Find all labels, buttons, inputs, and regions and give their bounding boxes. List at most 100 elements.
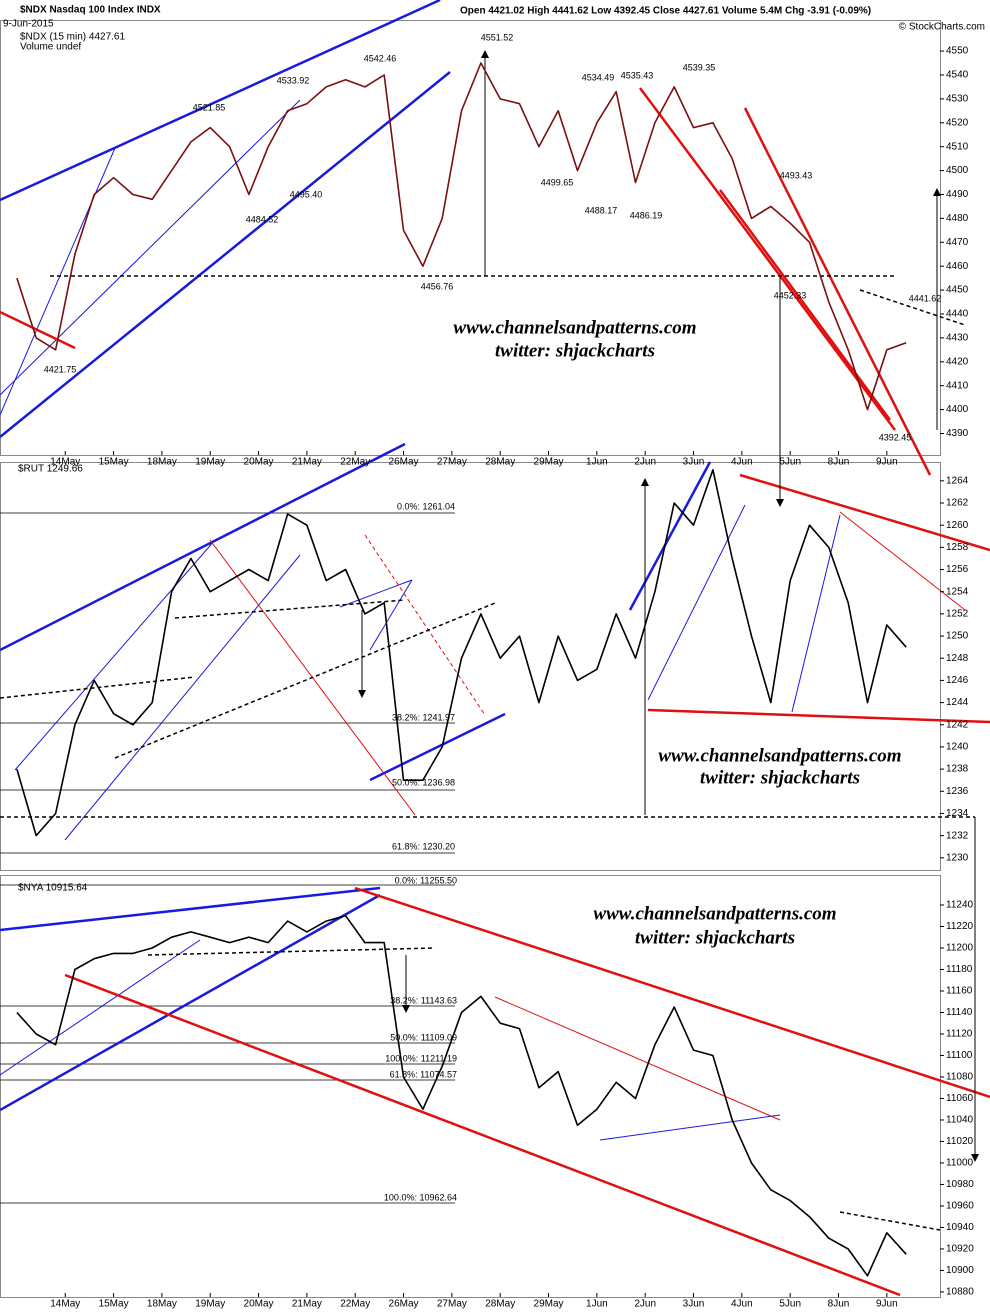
x-tick-label: 26May: [389, 1299, 419, 1310]
y-tick-label: 4500: [946, 165, 969, 176]
trendline: [339, 579, 413, 608]
trendline: [743, 107, 932, 476]
header-date: 9-Jun-2015: [3, 19, 54, 30]
annotation: 4452.33: [774, 290, 807, 300]
panel-title: $NYA 10915.64: [18, 883, 88, 894]
trendline: [0, 886, 381, 932]
y-tick-label: 11000: [946, 1158, 974, 1169]
annotation: 100.0%: 10962.64: [384, 1192, 457, 1202]
y-tick-label: 4430: [946, 333, 969, 344]
x-tick-label: 2Jun: [634, 1299, 656, 1310]
trendline: [647, 708, 990, 724]
y-tick-label: 10920: [946, 1244, 974, 1255]
trendline: [791, 514, 841, 713]
price-line: [16, 914, 907, 1277]
arrow-head: [481, 50, 489, 58]
x-tick-label: 19May: [195, 457, 225, 468]
x-tick-label: 19May: [195, 1299, 225, 1310]
panel-frame: [0, 20, 941, 456]
y-tick-label: 11160: [946, 986, 973, 997]
trendline: [718, 189, 892, 421]
x-tick-label: 2Jun: [634, 457, 656, 468]
annotation: 4456.76: [421, 281, 454, 291]
annotation: 4535.43: [621, 70, 654, 80]
y-tick-label: 4470: [946, 237, 969, 248]
annotation: 4539.35: [683, 62, 716, 72]
y-tick-label: 1232: [946, 830, 969, 841]
panel-frame: [0, 875, 941, 1298]
trendline: [739, 473, 990, 552]
x-tick-label: 5Jun: [779, 1299, 801, 1310]
y-tick-label: 1250: [946, 631, 969, 642]
y-tick-label: 4390: [946, 428, 969, 439]
watermark: twitter: shjackcharts: [700, 767, 860, 788]
trendline: [494, 996, 781, 1121]
annotation: 4486.19: [630, 210, 663, 220]
y-tick-label: 1236: [946, 786, 969, 797]
annotation: 50.0%: 11109.09: [390, 1032, 457, 1042]
x-tick-label: 14May: [50, 1299, 80, 1310]
y-tick-label: 11060: [946, 1093, 974, 1104]
x-tick-label: 29May: [534, 457, 564, 468]
arrow-head: [933, 188, 941, 196]
y-tick-label: 1260: [946, 520, 969, 531]
price-line: [16, 469, 907, 837]
y-tick-label: 4520: [946, 117, 969, 128]
annotation: 100.0%: 11211.19: [385, 1053, 457, 1063]
y-tick-label: 11140: [946, 1007, 973, 1018]
x-tick-label: 26May: [389, 457, 419, 468]
annotation: 4495.40: [290, 189, 323, 199]
trendline: [599, 1114, 781, 1141]
y-tick-label: 1234: [946, 808, 969, 819]
trendline: [64, 554, 301, 841]
watermark: www.channelsandpatterns.com: [593, 903, 836, 924]
trendline: [0, 310, 76, 350]
x-tick-label: 27May: [437, 457, 467, 468]
x-tick-label: 21May: [292, 1299, 322, 1310]
arrow-head: [358, 690, 366, 698]
y-tick-label: 11220: [946, 921, 974, 932]
annotation: 4488.17: [585, 205, 618, 215]
dashed-line: [147, 947, 436, 956]
header-title: $NDX Nasdaq 100 Index INDX: [20, 5, 161, 16]
annotation: 4421.75: [44, 364, 77, 374]
y-tick-label: 1262: [946, 498, 969, 509]
y-tick-label: 1246: [946, 675, 969, 686]
x-tick-label: 5Jun: [779, 457, 801, 468]
trendline: [628, 461, 712, 611]
y-tick-label: 1256: [946, 564, 969, 575]
panel-title: $RUT 1249.66: [18, 464, 83, 475]
trendline: [64, 973, 901, 1297]
dashed-line: [114, 602, 496, 759]
y-tick-label: 11200: [946, 943, 974, 954]
dashed-line: [174, 599, 406, 619]
trendline: [369, 579, 413, 651]
watermark: twitter: shjackcharts: [495, 340, 655, 361]
y-tick-label: 10980: [946, 1179, 974, 1190]
annotation: 0.0%: 11255.50: [395, 875, 457, 885]
y-tick-label: 11180: [946, 964, 973, 975]
y-tick-label: 4410: [946, 380, 969, 391]
trendline: [0, 893, 381, 1112]
y-tick-label: 11100: [946, 1050, 973, 1061]
y-tick-label: 4400: [946, 404, 969, 415]
arrow-head: [971, 1154, 979, 1162]
x-tick-label: 1Jun: [586, 457, 608, 468]
annotation: 4551.52: [481, 32, 514, 42]
red-trendlines: [0, 87, 990, 1297]
x-tick-label: 20May: [244, 1299, 274, 1310]
trendline: [839, 511, 966, 611]
arrow-head: [402, 1005, 410, 1013]
y-tick-label: 4490: [946, 189, 969, 200]
x-tick-label: 3Jun: [683, 457, 705, 468]
y-tick-label: 10960: [946, 1201, 974, 1212]
arrow-heads: [358, 50, 979, 1162]
y-tick-label: 4420: [946, 356, 969, 367]
annotation: 4534.49: [582, 72, 615, 82]
watermark: twitter: shjackcharts: [635, 927, 795, 948]
x-tick-label: 15May: [99, 1299, 129, 1310]
y-tick-label: 4480: [946, 213, 969, 224]
frames: [0, 20, 941, 1298]
panel-title: $NDX (15 min) 4427.61: [20, 32, 125, 43]
